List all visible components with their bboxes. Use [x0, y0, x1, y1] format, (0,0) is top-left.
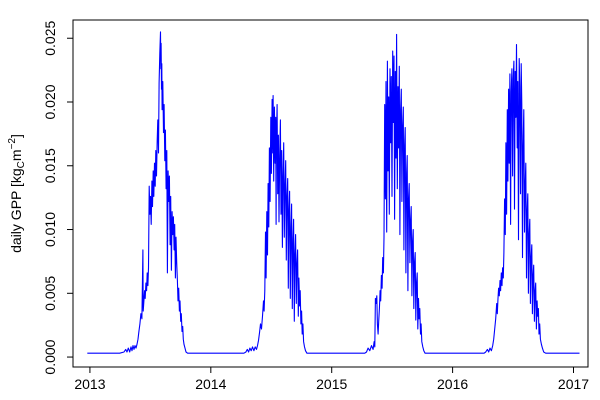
x-tick-label: 2015: [316, 376, 347, 392]
y-tick-label: 0.010: [42, 212, 58, 247]
x-tick-label: 2013: [74, 376, 105, 392]
x-tick-label: 2016: [437, 376, 468, 392]
y-tick-label: 0.020: [42, 84, 58, 119]
y-axis-label: daily GPP [kgCm−2]: [7, 134, 27, 253]
y-axis-label-part: −2: [7, 138, 18, 150]
x-tick-label: 2014: [195, 376, 226, 392]
y-axis-label-part: ]: [8, 134, 24, 138]
gpp-line-series: [87, 31, 580, 354]
y-tick-label: 0.000: [42, 339, 58, 374]
y-tick-label: 0.005: [42, 276, 58, 311]
y-tick-label: 0.025: [42, 21, 58, 56]
y-axis-label-part: m: [8, 149, 24, 161]
y-tick-label: 0.015: [42, 148, 58, 183]
plot-frame: [72, 19, 589, 368]
y-axis-label-part: daily GPP [kg: [8, 168, 24, 253]
x-tick-label: 2017: [558, 376, 589, 392]
y-axis-label-part: C: [16, 161, 27, 168]
